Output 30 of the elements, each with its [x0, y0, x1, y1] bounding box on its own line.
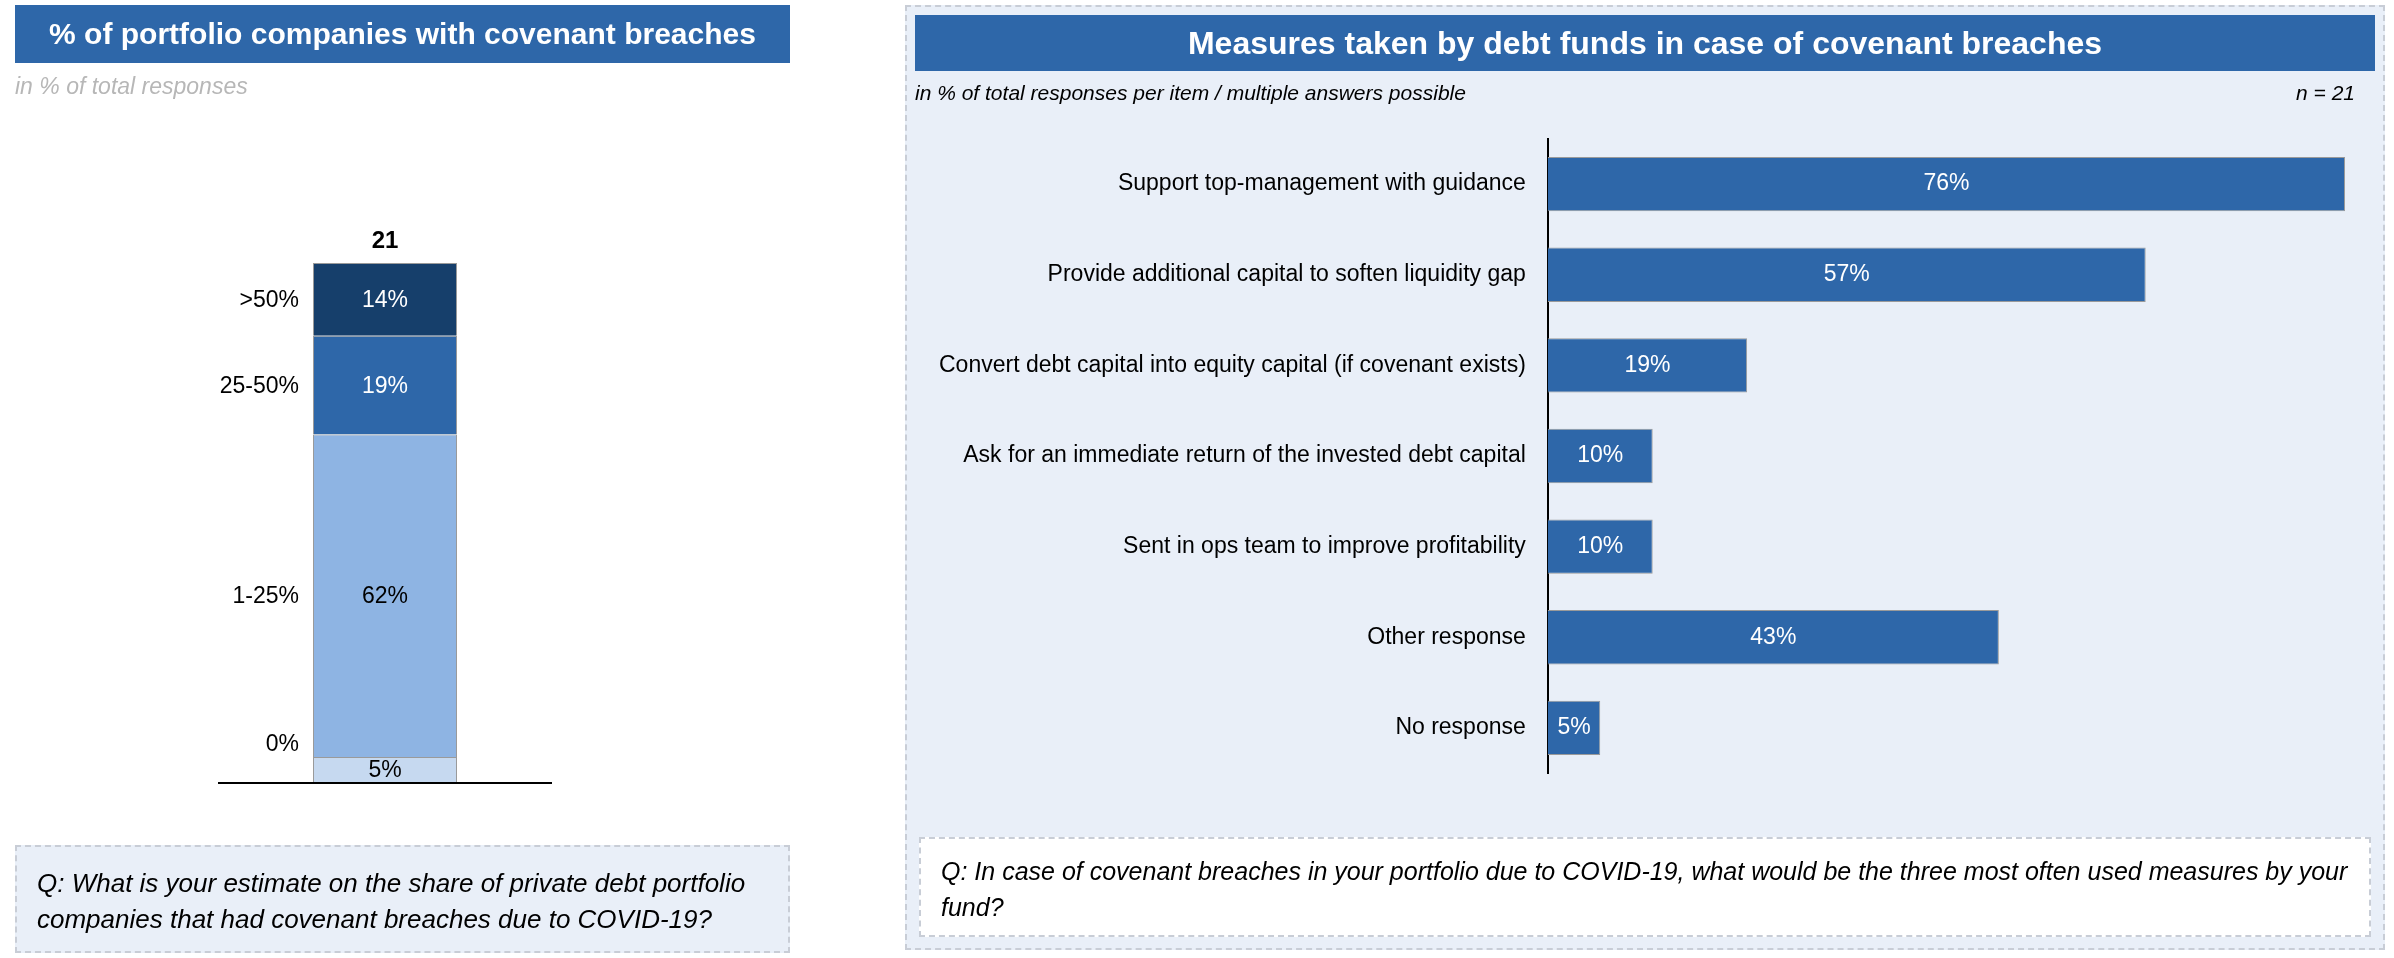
text: Q: What is your estimate on the share of private debt portfolio companies that had covenant breaches due to COVID-19?	[15, 845, 790, 953]
chart-title: % of portfolio companies with covenant breaches	[15, 5, 790, 63]
chart-subtitle: in % of total responses	[15, 73, 248, 99]
y-tick-label: Provide additional capital to soften liquidity gap	[1047, 260, 1526, 287]
text: n = 21	[2296, 81, 2355, 105]
text: Q: In case of covenant breaches in your portfolio due to COVID-19, what would be the three most often used measures by your fund?	[919, 837, 2371, 937]
data-label: 19%	[1624, 350, 1671, 377]
y-tick-label: Ask for an immediate return of the invested debt capital	[963, 441, 1526, 468]
data-label: 76%	[1923, 169, 1970, 196]
annotation: 21	[371, 225, 399, 253]
y-tick-label: Convert debt capital into equity capital (if covenant exists)	[938, 350, 1526, 377]
y-tick-label: Other response	[1367, 622, 1526, 649]
data-label: 5%	[1557, 713, 1591, 740]
y-tick-label: Sent in ops team to improve profitability	[1123, 531, 1527, 558]
series-label: 25-50%	[219, 371, 299, 398]
data-label: 10%	[1577, 441, 1624, 468]
data-label: 43%	[1750, 622, 1797, 649]
chart-title: Measures taken by debt funds in case of covenant breaches	[915, 15, 2375, 71]
series-label: 1-25%	[232, 582, 299, 609]
series-label: >50%	[239, 285, 299, 312]
text: in % of total responses per item / multiple answers possible	[915, 81, 1466, 104]
data-label: 57%	[1823, 260, 1870, 287]
series-label: 0%	[265, 730, 299, 757]
data-label: 14%	[361, 285, 409, 312]
data-label: 10%	[1577, 531, 1624, 558]
y-tick-label: No response	[1395, 713, 1526, 740]
data-label: 62%	[361, 582, 409, 609]
y-tick-label: Support top-management with guidance	[1117, 169, 1526, 196]
data-label: 19%	[361, 371, 409, 398]
data-label: 5%	[368, 756, 402, 783]
